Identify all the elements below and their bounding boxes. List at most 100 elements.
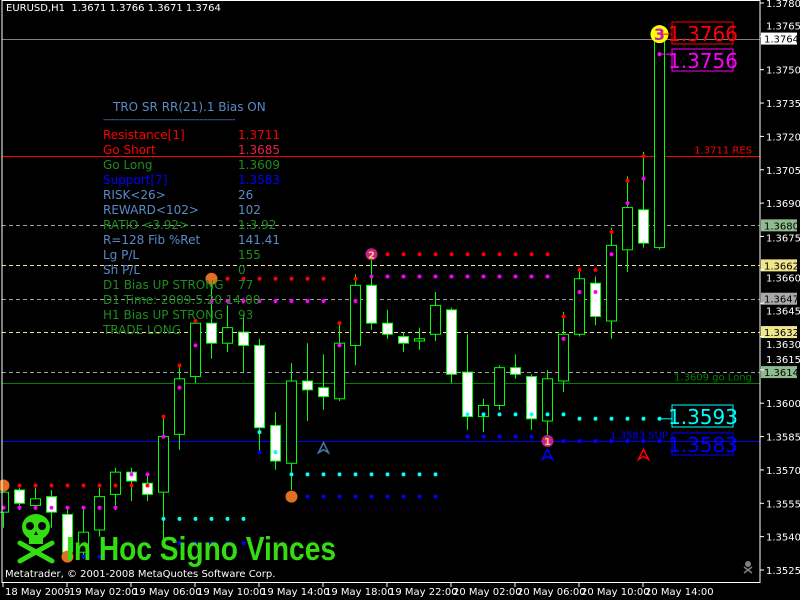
indicator-dot: [481, 274, 486, 279]
indicator-dot: [545, 252, 550, 257]
price-box-value: 1.3756: [668, 49, 738, 73]
time-tick-label: 19 May 06:00: [133, 587, 202, 598]
candle: [494, 365, 505, 410]
indicator-dot: [241, 541, 246, 546]
bear-candle-body: [302, 380, 313, 391]
indicator-dot: [401, 494, 406, 499]
indicator-dot: [81, 505, 86, 510]
price-tick-label: 1.3630: [766, 340, 800, 351]
indicator-dot: [337, 472, 342, 477]
price-tick-label: 1.3780: [766, 0, 800, 10]
candle: [366, 254, 377, 330]
candle: [94, 487, 105, 537]
bull-candle-body: [574, 278, 585, 335]
time-tick-label: 19 May 14:00: [261, 587, 330, 598]
bull-candle-body: [190, 322, 201, 378]
indicator-dot: [161, 516, 166, 521]
indicator-dot: [641, 176, 646, 181]
time-tick-label: 19 May 02:00: [69, 587, 138, 598]
candle: [238, 314, 249, 373]
indicator-dot: [465, 412, 470, 417]
indicator-dot: [257, 430, 262, 435]
signal-number: 3: [654, 25, 665, 44]
indicator-dot: [225, 516, 230, 521]
indicator-dot: [497, 434, 502, 439]
indicator-dot: [353, 298, 358, 303]
candle: [254, 338, 265, 453]
candle: [526, 374, 537, 430]
bull-candle-body: [222, 327, 233, 344]
indicator-dot: [49, 505, 54, 510]
indicator-dot: [625, 439, 630, 444]
indicator-dot: [321, 494, 326, 499]
indicator-dot: [481, 434, 486, 439]
price-tick-label: 1.3585: [766, 433, 800, 444]
indicator-dot: [593, 290, 598, 295]
symbol-label: EURUSD,H1: [6, 3, 66, 14]
indicator-dot: [129, 472, 134, 477]
price-box-value: 1.3766: [668, 22, 738, 46]
signal-circle-icon: [0, 479, 10, 492]
price-tick-label: 1.3720: [766, 132, 800, 143]
indicator-dot: [337, 343, 342, 348]
indicator-dot: [497, 252, 502, 257]
bull-candle-body: [558, 333, 569, 382]
indicator-dot: [433, 274, 438, 279]
time-tick-label: 19 May 10:00: [197, 587, 266, 598]
indicator-dot: [657, 416, 662, 421]
price-tick-label: 1.3615: [766, 355, 800, 366]
indicator-dot: [129, 554, 134, 559]
price-tick-label: 1.3525: [766, 566, 800, 577]
price-tick-label: 1.3570: [766, 466, 800, 477]
price-box: [671, 404, 734, 428]
price-axis[interactable]: 1.3764 1.3680 1.3662 1.3647 1.3632 1.3614 1.37…: [760, 0, 800, 577]
indicator-dot: [353, 494, 358, 499]
indicator-dot: [417, 494, 422, 499]
indicator-dot: [449, 252, 454, 257]
indicator-dot: [609, 439, 614, 444]
indicator-dot: [401, 472, 406, 477]
indicator-dot: [369, 472, 374, 477]
signal-circle-icon: [205, 272, 218, 285]
indicator-dot: [609, 230, 614, 235]
indicator-dot: [321, 298, 326, 303]
candle: [622, 176, 633, 273]
time-tick-label: 19 May 18:00: [325, 587, 394, 598]
bull-candle-body: [0, 491, 9, 513]
signal-circle-icon: [650, 25, 669, 44]
small-skull-icon: [743, 561, 753, 574]
signal-number: 2: [368, 250, 375, 261]
time-tick-label: 18 May 2009: [5, 587, 70, 598]
indicator-dot: [385, 274, 390, 279]
indicator-dot: [401, 274, 406, 279]
bear-candle-body: [126, 471, 137, 482]
indicator-dot: [465, 434, 470, 439]
bear-candle-body: [446, 309, 457, 375]
indicator-dot: [561, 412, 566, 417]
indicator-dot: [385, 472, 390, 477]
indicator-dot: [513, 252, 518, 257]
indicator-dot: [177, 516, 182, 521]
indicator-dot: [577, 416, 582, 421]
bull-candle-body: [606, 244, 617, 322]
indicator-dot: [177, 541, 182, 546]
indicator-dot: [241, 276, 246, 281]
indicator-dot: [577, 267, 582, 272]
price-tick-label: 1.3735: [766, 99, 800, 110]
price-tick-label: 1.3555: [766, 499, 800, 510]
bear-candle-body: [318, 387, 329, 398]
price-box: [671, 21, 734, 45]
indicator-dot: [129, 483, 134, 488]
price-box-value: 1.3593: [668, 405, 738, 429]
indicator-dot: [369, 274, 374, 279]
indicator-dot: [193, 541, 198, 546]
indicator-dot: [481, 412, 486, 417]
indicator-dot: [641, 154, 646, 159]
indicator-dot: [577, 439, 582, 444]
indicator-dot: [17, 505, 22, 510]
indicator-dot: [305, 298, 310, 303]
indicator-dot: [225, 276, 230, 281]
indicator-dot: [609, 416, 614, 421]
